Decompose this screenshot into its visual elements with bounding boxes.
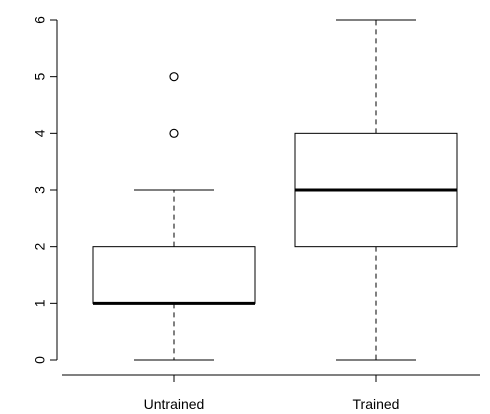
- box-trained: [294, 19, 458, 361]
- boxes-group: [92, 19, 458, 361]
- x-tick-label: Untrained: [144, 396, 205, 412]
- y-tick-label: 3: [32, 186, 48, 194]
- x-tick-label: Trained: [353, 396, 400, 412]
- y-tick-label: 2: [32, 243, 48, 251]
- x-axis: Untrained Trained: [62, 374, 480, 412]
- y-tick-label: 4: [32, 129, 48, 137]
- y-tick-label: 5: [32, 73, 48, 81]
- iqr-box: [92, 246, 256, 304]
- y-tick-label: 6: [32, 16, 48, 24]
- outlier-point: [169, 72, 179, 82]
- y-tick-label: 1: [32, 299, 48, 307]
- y-axis: 0 1 2 3 4 5 6: [32, 16, 58, 364]
- box-untrained: [92, 72, 256, 361]
- y-tick-label: 0: [32, 356, 48, 364]
- outlier-point: [169, 128, 179, 138]
